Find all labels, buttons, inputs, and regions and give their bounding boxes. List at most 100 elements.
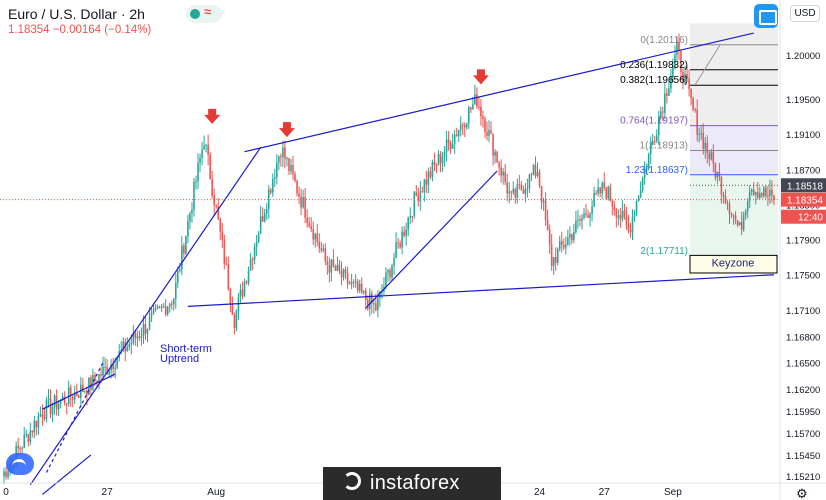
candle-body xyxy=(282,147,284,157)
candle-body xyxy=(589,213,591,218)
candle-body xyxy=(35,420,38,428)
candle-body xyxy=(112,364,114,369)
annotation-uptrend: Uptrend xyxy=(160,353,199,365)
candle-body xyxy=(211,179,213,196)
x-tick-label: 24 xyxy=(534,487,546,498)
candle-body xyxy=(288,158,290,172)
price-label-badge xyxy=(781,192,826,207)
candle-body xyxy=(575,220,577,233)
candle-body xyxy=(556,248,559,263)
candle-body xyxy=(371,293,373,304)
price-label-text: 1.18354 xyxy=(787,196,824,207)
candle-body xyxy=(348,283,351,285)
y-tick-label: 1.15210 xyxy=(786,472,820,483)
candle-body xyxy=(411,216,414,218)
candles xyxy=(3,33,775,484)
fib-level-label: 0(1.20116) xyxy=(640,35,688,46)
fib-level-label: 1(1.18913) xyxy=(640,141,688,152)
candle-body xyxy=(609,186,612,201)
candle-body xyxy=(213,195,215,206)
candle-body xyxy=(728,204,731,215)
candle-body xyxy=(245,281,248,283)
candle-body xyxy=(591,206,593,214)
candle-body xyxy=(7,471,9,477)
x-tick-label: 0 xyxy=(3,487,9,498)
currency-button[interactable]: USD xyxy=(790,5,820,22)
candle-body xyxy=(318,241,321,249)
candle-body xyxy=(627,224,630,231)
candle-body xyxy=(114,367,116,369)
candle-body xyxy=(571,234,573,241)
candle-body xyxy=(451,144,454,149)
candle-body xyxy=(292,164,294,175)
screen-icon[interactable] xyxy=(754,4,778,28)
candle-body xyxy=(480,106,482,117)
candle-body xyxy=(77,395,80,398)
candle-body xyxy=(486,131,488,136)
candle-body xyxy=(680,50,682,72)
candle-body xyxy=(754,192,757,196)
candle-body xyxy=(330,259,333,273)
candle-body xyxy=(562,245,565,248)
x-tick-label: Aug xyxy=(207,487,225,498)
candle-body xyxy=(744,211,747,216)
candle-body xyxy=(189,213,191,222)
candle-body xyxy=(280,156,282,158)
resistance-arrow-icon xyxy=(278,122,295,138)
candle-body xyxy=(601,182,603,194)
candle-body xyxy=(33,420,36,433)
candle-body xyxy=(338,264,341,272)
candle-body xyxy=(516,184,519,198)
candle-body xyxy=(314,233,317,240)
gear-icon[interactable]: ⚙ xyxy=(796,486,808,500)
candle-body xyxy=(700,133,703,135)
candle-body xyxy=(193,181,195,210)
last-price: 1.18354 xyxy=(8,24,50,36)
candle-body xyxy=(356,281,359,291)
rising-channel-line xyxy=(365,170,498,309)
y-tick-label: 1.19100 xyxy=(786,130,820,141)
candle-body xyxy=(682,71,684,83)
candle-body xyxy=(399,243,401,248)
candle-body xyxy=(334,265,337,271)
candle-body xyxy=(459,124,462,130)
candle-body xyxy=(603,182,606,188)
price-change: −0.00164 xyxy=(52,24,102,36)
candle-body xyxy=(162,306,165,308)
candle-body xyxy=(684,73,686,83)
candle-body xyxy=(668,88,670,96)
candle-body xyxy=(227,264,230,290)
candle-body xyxy=(96,380,98,384)
candle-body xyxy=(136,336,139,339)
candle-body xyxy=(605,187,608,199)
candle-body xyxy=(502,171,504,176)
candle-body xyxy=(742,215,745,230)
candle-body xyxy=(373,303,375,305)
candle-body xyxy=(73,392,76,400)
candle-body xyxy=(643,169,646,178)
candle-body xyxy=(267,189,270,210)
candle-body xyxy=(199,157,201,163)
candle-body xyxy=(453,134,456,145)
candle-body xyxy=(597,187,599,194)
candle-body xyxy=(80,384,82,398)
candle-body xyxy=(164,306,167,315)
candle-body xyxy=(166,306,169,315)
candle-body xyxy=(514,188,517,198)
candle-body xyxy=(698,134,700,136)
candle-body xyxy=(332,259,335,266)
candle-body xyxy=(5,471,7,477)
candle-body xyxy=(51,406,54,414)
candle-body xyxy=(583,213,585,218)
candle-body xyxy=(362,290,365,293)
candle-body xyxy=(431,161,434,177)
candle-body xyxy=(651,140,654,146)
short-term-uptrend-line xyxy=(29,146,262,486)
candle-body xyxy=(306,217,308,224)
candle-body xyxy=(655,135,658,142)
candle-body xyxy=(377,297,379,311)
candle-body xyxy=(342,269,345,278)
candle-body xyxy=(706,142,709,153)
candle-body xyxy=(738,222,741,226)
